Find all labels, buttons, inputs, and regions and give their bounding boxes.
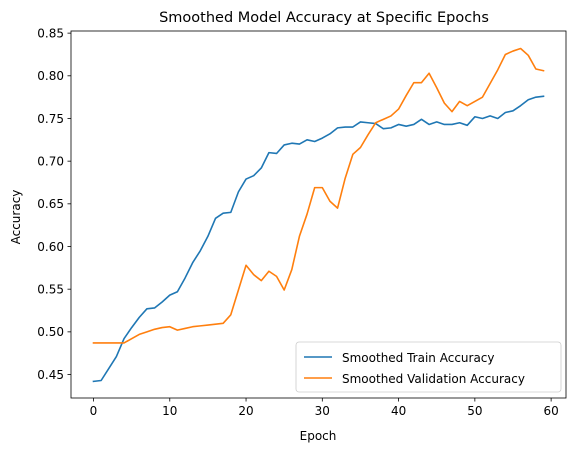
y-tick-label: 0.60 xyxy=(37,240,64,254)
y-tick-label: 0.70 xyxy=(37,154,64,168)
x-tick-label: 20 xyxy=(238,404,253,418)
x-axis-label: Epoch xyxy=(300,429,337,443)
y-tick-label: 0.80 xyxy=(37,69,64,83)
x-tick-label: 50 xyxy=(467,404,482,418)
y-tick-label: 0.65 xyxy=(37,197,64,211)
x-axis-ticks: 0 10 20 30 40 50 60 xyxy=(90,398,559,418)
legend-label-validation: Smoothed Validation Accuracy xyxy=(342,372,525,386)
x-tick-label: 0 xyxy=(90,404,98,418)
x-tick-label: 60 xyxy=(543,404,558,418)
y-tick-label: 0.55 xyxy=(37,282,64,296)
train-accuracy-line xyxy=(92,95,545,383)
y-tick-label: 0.45 xyxy=(37,368,64,382)
legend-box xyxy=(295,341,562,393)
y-tick-label: 0.75 xyxy=(37,112,64,126)
y-tick-label: 0.50 xyxy=(37,325,64,339)
legend: Smoothed Train Accuracy Smoothed Validat… xyxy=(295,341,562,393)
y-axis-label: Accuracy xyxy=(9,190,23,245)
x-tick-label: 30 xyxy=(315,404,330,418)
x-tick-label: 10 xyxy=(162,404,177,418)
validation-accuracy-line xyxy=(92,47,545,344)
legend-label-train: Smoothed Train Accuracy xyxy=(342,351,495,365)
y-axis-ticks: 0.45 0.50 0.55 0.60 0.65 0.70 0.75 0.80 0.85 xyxy=(37,26,71,382)
x-tick-label: 40 xyxy=(391,404,406,418)
plot-lines xyxy=(92,47,545,383)
y-tick-label: 0.85 xyxy=(37,26,64,40)
chart-title: Smoothed Model Accuracy at Specific Epoc… xyxy=(159,10,489,26)
plot-frame xyxy=(70,30,567,399)
